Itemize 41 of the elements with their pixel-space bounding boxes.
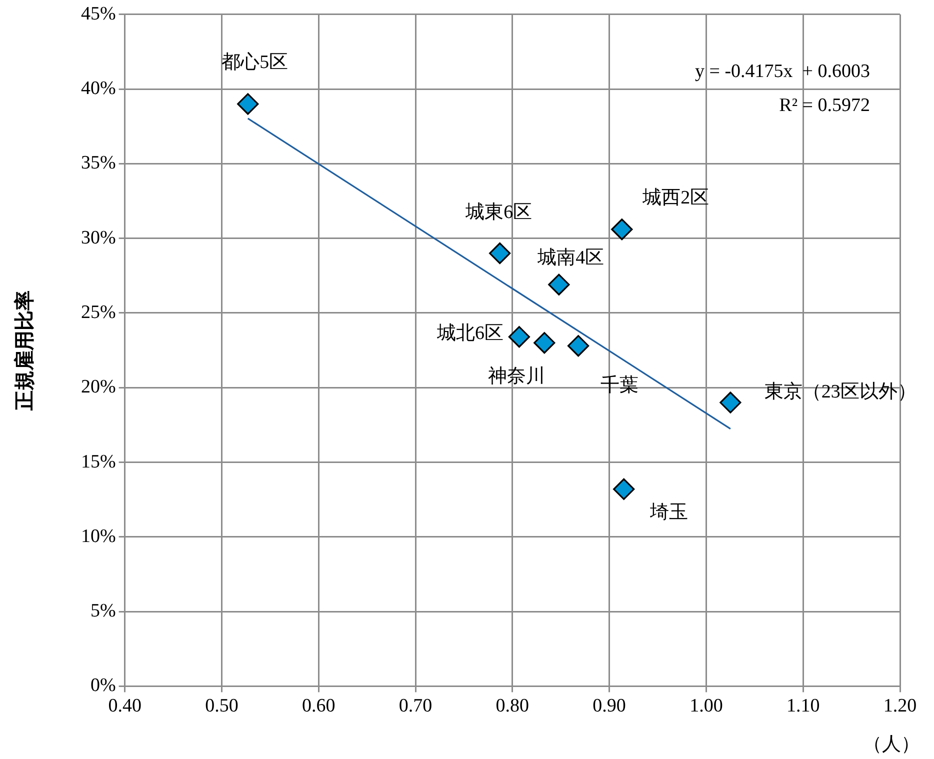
- annotation: 城南4区: [536, 248, 604, 269]
- y-axis-title: 正規雇用比率: [13, 290, 36, 412]
- x-tick-label: 1.10: [786, 696, 820, 717]
- y-tick-label: 0%: [90, 675, 116, 696]
- x-tick-label: 0.80: [496, 696, 530, 717]
- y-tick-label: 30%: [81, 227, 116, 248]
- y-tick-label: 25%: [81, 302, 116, 323]
- annotation: 埼玉: [648, 502, 688, 524]
- point: [611, 218, 633, 240]
- y-tick-label: 20%: [81, 376, 116, 398]
- y-tick-label: 40%: [81, 78, 116, 100]
- annotation: 東京（23区以外）: [764, 380, 916, 403]
- y-tick-label: 5%: [90, 600, 116, 622]
- x-tick-label: 1.00: [690, 696, 723, 717]
- annotation: 神奈川: [488, 366, 545, 387]
- y-tick-label: 15%: [81, 451, 116, 472]
- point: [489, 242, 511, 264]
- annotation: 城北6区: [436, 322, 504, 344]
- x-tick-label: 0.50: [205, 696, 238, 717]
- x-tick-label: 1.20: [883, 696, 917, 717]
- point: [613, 478, 635, 500]
- annotation: y = -0.4175x + 0.6003: [694, 60, 870, 82]
- point: [568, 335, 590, 357]
- point: [720, 392, 742, 414]
- y-tick-label: 10%: [81, 526, 116, 547]
- x-tick-label: 0.40: [108, 696, 142, 717]
- annotation: 城東6区: [464, 202, 532, 224]
- point: [508, 326, 530, 348]
- x-axis-title: （人）: [863, 734, 920, 755]
- point: [237, 93, 259, 115]
- x-tick-label: 0.90: [592, 696, 626, 717]
- x-tick-label: 0.70: [398, 696, 432, 717]
- annotation: R² = 0.5972: [779, 94, 870, 116]
- point: [548, 274, 570, 296]
- annotation: 都心5区: [222, 50, 288, 73]
- annotation: 千葉: [600, 374, 638, 396]
- x-tick-label: 0.60: [302, 696, 336, 717]
- y-tick-label: 45%: [81, 3, 116, 24]
- annotation: 城西2区: [642, 187, 710, 208]
- point: [534, 332, 556, 354]
- y-tick-label: 35%: [81, 152, 116, 174]
